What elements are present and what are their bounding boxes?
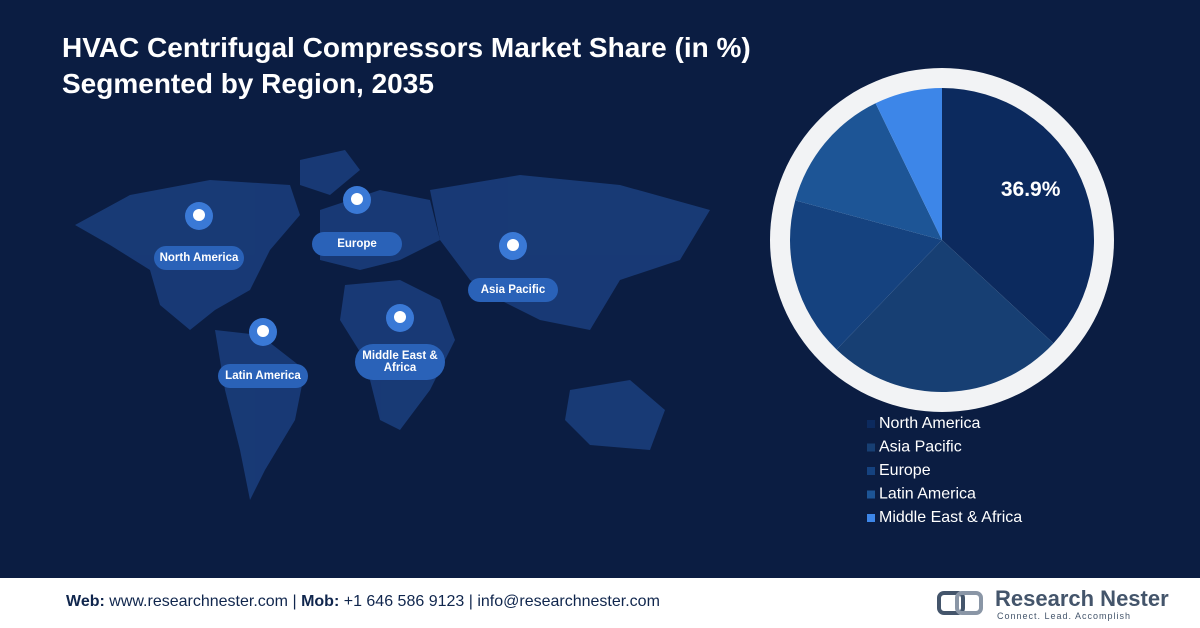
legend-label: Europe bbox=[879, 462, 931, 479]
legend-swatch bbox=[867, 467, 875, 475]
legend-swatch bbox=[867, 420, 875, 428]
footer: Web: www.researchnester.com | Mob: +1 64… bbox=[0, 578, 1200, 628]
separator: | bbox=[292, 593, 297, 610]
map-pin-dots bbox=[193, 193, 519, 337]
pie-slice bbox=[836, 240, 1054, 393]
pie-slice bbox=[790, 200, 942, 350]
web-label: Web: bbox=[66, 593, 105, 610]
map-label: Latin America bbox=[218, 364, 308, 388]
legend-label: North America bbox=[879, 415, 980, 432]
map-label: Asia Pacific bbox=[468, 278, 558, 302]
data-label: 36.9% bbox=[1001, 178, 1061, 201]
map-label: Europe bbox=[312, 232, 402, 256]
pie-slice bbox=[875, 88, 942, 240]
brand: Research Nester bbox=[995, 586, 1169, 611]
pie-slice bbox=[942, 88, 1094, 344]
pie-slice bbox=[795, 103, 942, 240]
legend-label: Latin America bbox=[879, 486, 976, 503]
chart-subtitle: Segmented by Region, 2035 bbox=[62, 68, 434, 99]
separator: | bbox=[468, 593, 473, 610]
title-block: HVAC Centrifugal Compressors Market Shar… bbox=[62, 30, 751, 102]
legend-label: Asia Pacific bbox=[879, 439, 962, 456]
contact: Web: www.researchnester.com | Mob: +1 64… bbox=[66, 593, 660, 611]
legend-swatch bbox=[867, 490, 875, 499]
legend-swatch bbox=[867, 443, 875, 452]
mob-label: Mob: bbox=[301, 593, 340, 610]
email[interactable]: info@researchnester.com bbox=[477, 593, 660, 610]
chart: 36.9% North America Asia Pacific Europe Lati… bbox=[75, 68, 1114, 526]
tagline: Connect. Lead. Accomplish bbox=[997, 611, 1132, 621]
map-label: Middle East & Africa bbox=[355, 344, 445, 380]
map-label: North America bbox=[154, 246, 244, 270]
logo-icon bbox=[937, 591, 983, 615]
chart-title: HVAC Centrifugal Compressors Market Shar… bbox=[62, 32, 751, 63]
legend-label: Middle East & Africa bbox=[879, 509, 1022, 526]
legend-swatch bbox=[867, 514, 875, 522]
web[interactable]: www.researchnester.com bbox=[109, 593, 288, 610]
mob: +1 646 586 9123 bbox=[343, 593, 465, 610]
